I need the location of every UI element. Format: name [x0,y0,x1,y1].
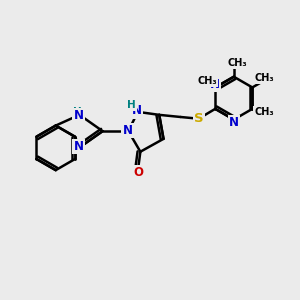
Text: N: N [122,124,133,137]
Text: N: N [209,77,219,91]
Text: H: H [73,107,82,117]
Text: CH₃: CH₃ [254,73,274,83]
Text: N: N [74,109,84,122]
Text: N: N [229,116,239,130]
Text: CH₃: CH₃ [227,58,247,68]
Text: N: N [132,104,142,118]
Text: S: S [194,112,203,125]
Text: CH₃: CH₃ [254,107,274,117]
Text: O: O [133,166,143,179]
Text: H: H [127,100,136,110]
Text: CH₃: CH₃ [198,76,217,86]
Text: N: N [74,140,84,153]
